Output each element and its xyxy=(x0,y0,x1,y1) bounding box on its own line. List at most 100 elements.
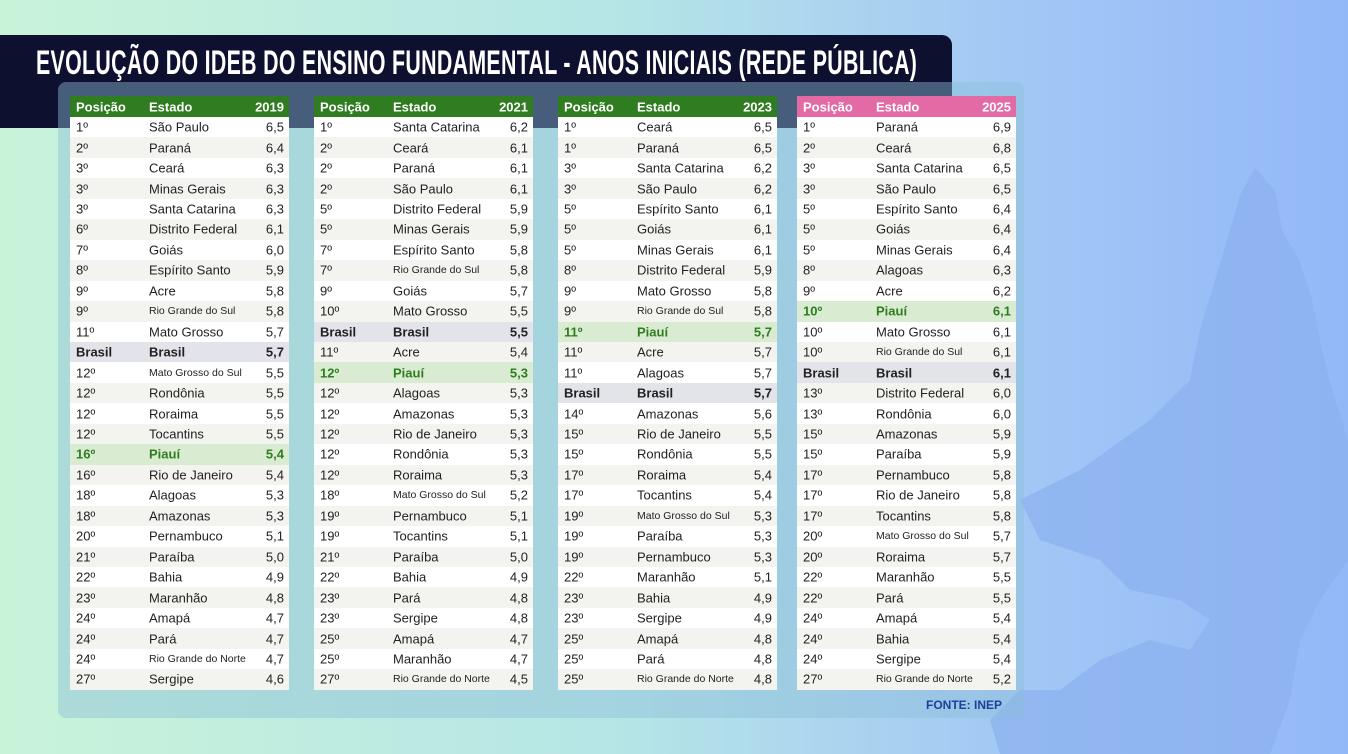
cell: 27º xyxy=(320,671,340,687)
cell: 6,0 xyxy=(265,242,284,258)
cell: 5º xyxy=(803,242,815,258)
cell: 12º xyxy=(76,385,96,401)
cell: Amapá xyxy=(637,631,679,647)
cell: Amazonas xyxy=(876,426,938,442)
table-row: 8º Espírito Santo 5,9 xyxy=(70,260,289,281)
cell: Tocantins xyxy=(149,426,204,442)
cell: Roraima xyxy=(393,467,443,483)
cell: 19º xyxy=(564,508,584,524)
table-row: 12º Mato Grosso do Sul 5,5 xyxy=(70,362,289,383)
cell: Espírito Santo xyxy=(876,201,958,217)
table-row: 7º Espírito Santo 5,8 xyxy=(314,239,533,261)
header-cell: Posição xyxy=(803,99,853,114)
table-row: 24º Bahia 5,4 xyxy=(797,628,1016,649)
header-cell: Estado xyxy=(393,99,437,114)
cell: Espírito Santo xyxy=(393,242,475,258)
cell: 5,7 xyxy=(992,528,1011,544)
table-row: 25º Pará 4,8 xyxy=(558,648,777,670)
cell: Amazonas xyxy=(149,508,211,524)
cell: 8º xyxy=(564,262,576,278)
table-row: 3º São Paulo 6,2 xyxy=(558,178,777,199)
cell: 25º xyxy=(564,631,584,647)
cell: 6,3 xyxy=(265,160,284,176)
cell: 5,7 xyxy=(753,344,772,360)
cell: 23º xyxy=(76,590,96,606)
table-row: 22º Bahia 4,9 xyxy=(70,566,289,588)
table-row: 5º Minas Gerais 6,1 xyxy=(558,239,777,261)
cell: 5,5 xyxy=(509,303,528,319)
cell: 23º xyxy=(564,590,584,606)
table-row: 25º Maranhão 4,7 xyxy=(314,648,533,670)
table-row: 7º Goiás 6,0 xyxy=(70,239,289,261)
table-row: 27º Sergipe 4,6 xyxy=(70,669,289,690)
cell: 6,2 xyxy=(509,119,528,135)
cell: 6,4 xyxy=(992,201,1011,217)
table-row: 5º Goiás 6,1 xyxy=(558,219,777,240)
cell: 2º xyxy=(320,181,332,197)
ranking-table: Posição Estado 2025 1º Paraná 6,9 2º Ceará 6,8 3º… xyxy=(797,96,1016,690)
cell: 5º xyxy=(564,242,576,258)
cell: Bahia xyxy=(393,569,427,585)
cell: 6,5 xyxy=(992,160,1011,176)
cell: 4,8 xyxy=(265,590,284,606)
cell: 4,5 xyxy=(509,671,528,687)
cell: 6,1 xyxy=(753,242,772,258)
cell: Goiás xyxy=(876,221,910,237)
cell: 5,7 xyxy=(265,344,284,360)
cell: Rondônia xyxy=(393,446,449,462)
table-row: 12º Roraima 5,3 xyxy=(314,464,533,486)
cell: Mato Grosso do Sul xyxy=(149,366,242,379)
cell: Acre xyxy=(393,344,420,360)
header-cell: 2019 xyxy=(255,99,284,114)
header-cell: 2025 xyxy=(982,99,1011,114)
cell: Distrito Federal xyxy=(393,201,482,217)
cell: 5,9 xyxy=(509,201,528,217)
table-row: Brasil Brasil 5,5 xyxy=(314,321,533,342)
cell: Paraná xyxy=(393,160,435,176)
cell: 5,3 xyxy=(509,446,528,462)
cell: 18º xyxy=(76,487,96,503)
cell: 20º xyxy=(803,528,823,544)
cell: 19º xyxy=(564,549,584,565)
cell: Brasil xyxy=(564,385,601,401)
cell: 5,5 xyxy=(753,446,772,462)
cell: 5,8 xyxy=(265,303,284,319)
cell: Distrito Federal xyxy=(637,262,726,278)
table-row: 18º Alagoas 5,3 xyxy=(70,485,289,506)
cell: Amapá xyxy=(876,610,918,626)
table-row: 1º Paraná 6,9 xyxy=(797,117,1016,138)
cell: 6,2 xyxy=(753,181,772,197)
cell: Paraíba xyxy=(876,446,922,462)
cell: 4,7 xyxy=(265,631,284,647)
cell: 5,0 xyxy=(509,549,528,565)
cell: 5,4 xyxy=(753,487,772,503)
cell: São Paulo xyxy=(393,181,453,197)
cell: 3º xyxy=(76,201,88,217)
cell: Rio de Janeiro xyxy=(876,487,960,503)
cell: 6º xyxy=(76,221,88,237)
cell: Pernambuco xyxy=(637,549,711,565)
cell: Santa Catarina xyxy=(393,119,480,135)
cell: 5,3 xyxy=(509,426,528,442)
cell: Paraíba xyxy=(393,549,439,565)
cell: Espírito Santo xyxy=(637,201,719,217)
cell: 5,4 xyxy=(992,651,1011,667)
cell: 6,2 xyxy=(992,283,1011,299)
cell: 14º xyxy=(564,406,584,422)
cell: Alagoas xyxy=(637,365,684,381)
cell: 6,3 xyxy=(265,201,284,217)
table-row: 1º Santa Catarina 6,2 xyxy=(314,117,533,138)
cell: 13º xyxy=(803,406,823,422)
cell: 5º xyxy=(803,221,815,237)
cell: Espírito Santo xyxy=(149,262,231,278)
cell: 5,4 xyxy=(753,467,772,483)
cell: 4,7 xyxy=(265,610,284,626)
table-row: 17º Pernambuco 5,8 xyxy=(797,464,1016,486)
cell: 5,1 xyxy=(509,528,528,544)
cell: 24º xyxy=(76,651,96,667)
header-cell: Posição xyxy=(564,99,614,114)
cell: 15º xyxy=(564,446,584,462)
cell: Goiás xyxy=(637,221,671,237)
cell: 4,9 xyxy=(265,569,284,585)
